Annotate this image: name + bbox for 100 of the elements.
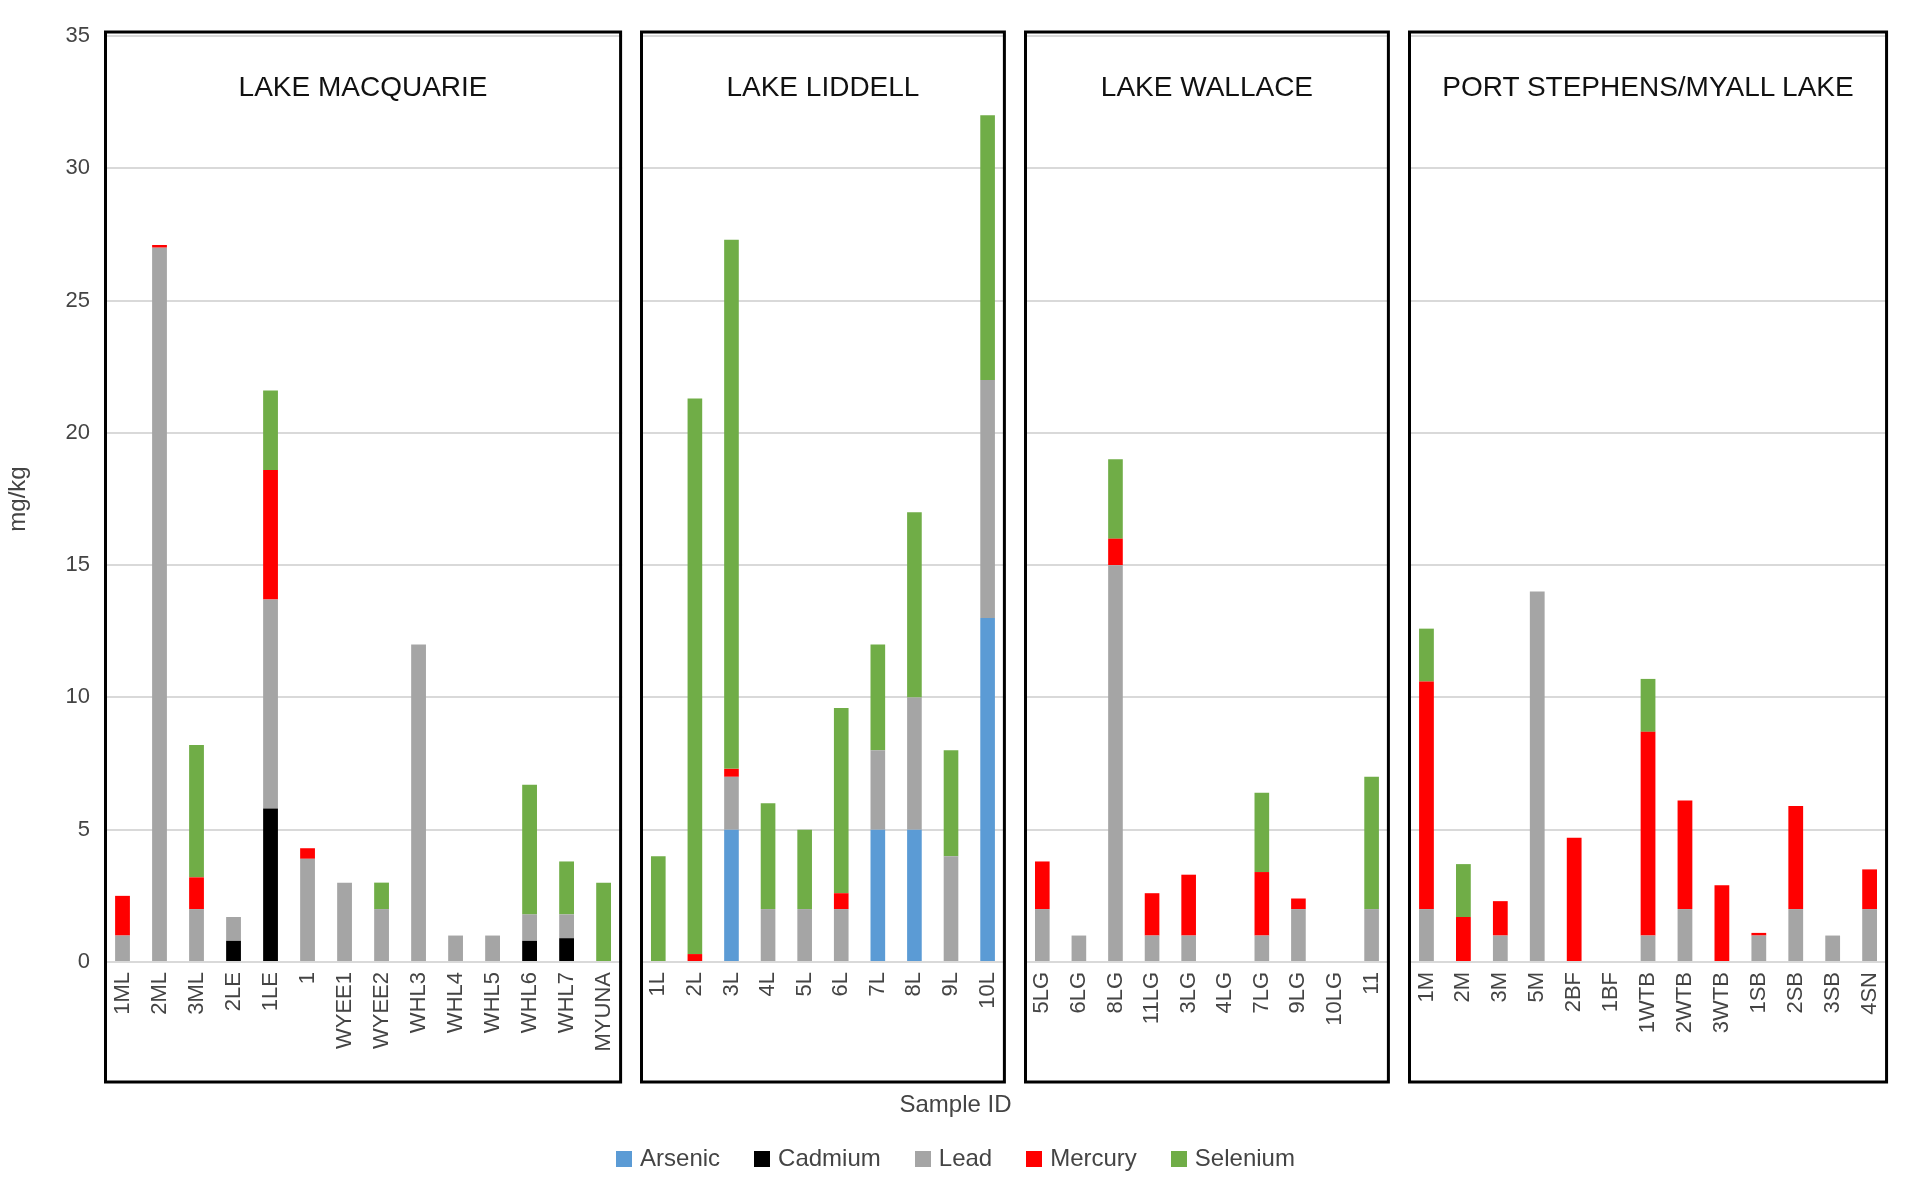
bar (870, 644, 886, 751)
legend-label: Lead (937, 1144, 993, 1172)
bar (1144, 935, 1160, 961)
bar (263, 390, 278, 470)
bar (263, 469, 278, 600)
x-tick-label: 2WTB (1671, 972, 1697, 1034)
x-tick-label: 2M (1449, 972, 1475, 1003)
bar (152, 245, 167, 248)
y-tick-label: 25 (65, 286, 90, 312)
bar (650, 856, 666, 961)
bar (1034, 909, 1050, 961)
bar (1254, 872, 1270, 936)
x-tick-label: 2ML (145, 972, 171, 1015)
y-tick-label: 15 (65, 551, 90, 577)
y-tick-label: 35 (65, 22, 90, 48)
bar (263, 808, 278, 961)
bar (152, 247, 167, 961)
bar (300, 858, 315, 961)
bar (337, 882, 352, 961)
bar (1456, 864, 1471, 918)
bar (1640, 731, 1656, 936)
x-tick-label: 3WTB (1707, 972, 1733, 1034)
bar (559, 914, 574, 939)
x-axis-title: Sample ID (898, 1090, 1013, 1119)
bar (1714, 885, 1730, 961)
x-tick-label: 10L (973, 972, 999, 1009)
x-tick-label: 1M (1412, 972, 1438, 1003)
bar (724, 776, 739, 830)
y-axis-title: mg/kg (3, 466, 31, 532)
bar (1529, 591, 1545, 961)
x-tick-label: WHL7 (552, 972, 578, 1034)
bar (1566, 837, 1582, 961)
x-tick-label: 8L (900, 972, 926, 997)
x-tick-label: 8LG (1101, 972, 1127, 1014)
bar (1492, 901, 1508, 936)
bar (263, 599, 278, 809)
x-tick-label: 1WTB (1634, 972, 1660, 1034)
bar (189, 909, 204, 961)
bar (1751, 932, 1767, 936)
bar (1254, 935, 1270, 961)
bar (760, 909, 776, 961)
y-tick-label: 0 (77, 948, 90, 974)
bar (1108, 459, 1123, 539)
bar (1419, 681, 1434, 910)
bar (724, 239, 739, 769)
bar (1254, 792, 1270, 873)
x-tick-label: 5L (790, 972, 816, 997)
text: LAKE LIDDELL (726, 70, 920, 102)
bar (833, 893, 849, 910)
bar (1862, 869, 1877, 910)
bar (1788, 805, 1804, 910)
x-tick-label: 2BF (1560, 972, 1586, 1013)
bar (1862, 909, 1877, 961)
bar (943, 856, 959, 961)
legend-label: Selenium (1193, 1144, 1295, 1172)
x-tick-label: 1SB (1744, 972, 1770, 1014)
x-tick-label: 9LG (1284, 972, 1310, 1014)
bar (1640, 935, 1656, 961)
bar (907, 697, 922, 830)
x-tick-label: 2L (680, 972, 706, 997)
x-tick-label: MYUNA (589, 971, 615, 1052)
x-tick-label: 9L (937, 972, 963, 997)
bar (1751, 935, 1767, 961)
bar (1456, 917, 1471, 961)
bar (870, 750, 886, 830)
bar (833, 708, 849, 894)
x-tick-label: 10LG (1321, 972, 1347, 1026)
bar (300, 848, 315, 859)
bar (980, 618, 995, 961)
x-tick-label: 6L (827, 972, 853, 997)
x-tick-label: 11 (1357, 972, 1383, 995)
text: LAKE WALLACE (1100, 70, 1314, 102)
bar (687, 398, 703, 955)
bar (115, 935, 130, 961)
bar (226, 940, 241, 961)
x-tick-label: 3L (717, 972, 743, 997)
bar (189, 877, 204, 910)
bar (226, 917, 241, 941)
x-tick-label: WHL4 (441, 972, 467, 1034)
bar (907, 512, 922, 698)
x-tick-label: WYEE1 (330, 972, 356, 1050)
y-tick-label: 10 (65, 683, 90, 709)
text: LAKE MACQUARIE (238, 70, 488, 102)
bar (374, 882, 389, 910)
bar (559, 938, 574, 961)
bar (522, 940, 537, 961)
x-tick-label: 3M (1486, 972, 1512, 1003)
bar (522, 914, 537, 941)
x-tick-label: 7L (863, 972, 889, 997)
bar (596, 882, 611, 961)
bar (687, 954, 703, 961)
bar (448, 935, 463, 961)
bar (411, 644, 426, 961)
bar (1364, 909, 1379, 961)
bar (724, 768, 739, 777)
y-tick-label: 30 (65, 154, 90, 180)
x-tick-label: 4LG (1211, 972, 1237, 1014)
bar (522, 784, 537, 915)
bar (1825, 935, 1841, 961)
bar (1108, 538, 1123, 566)
